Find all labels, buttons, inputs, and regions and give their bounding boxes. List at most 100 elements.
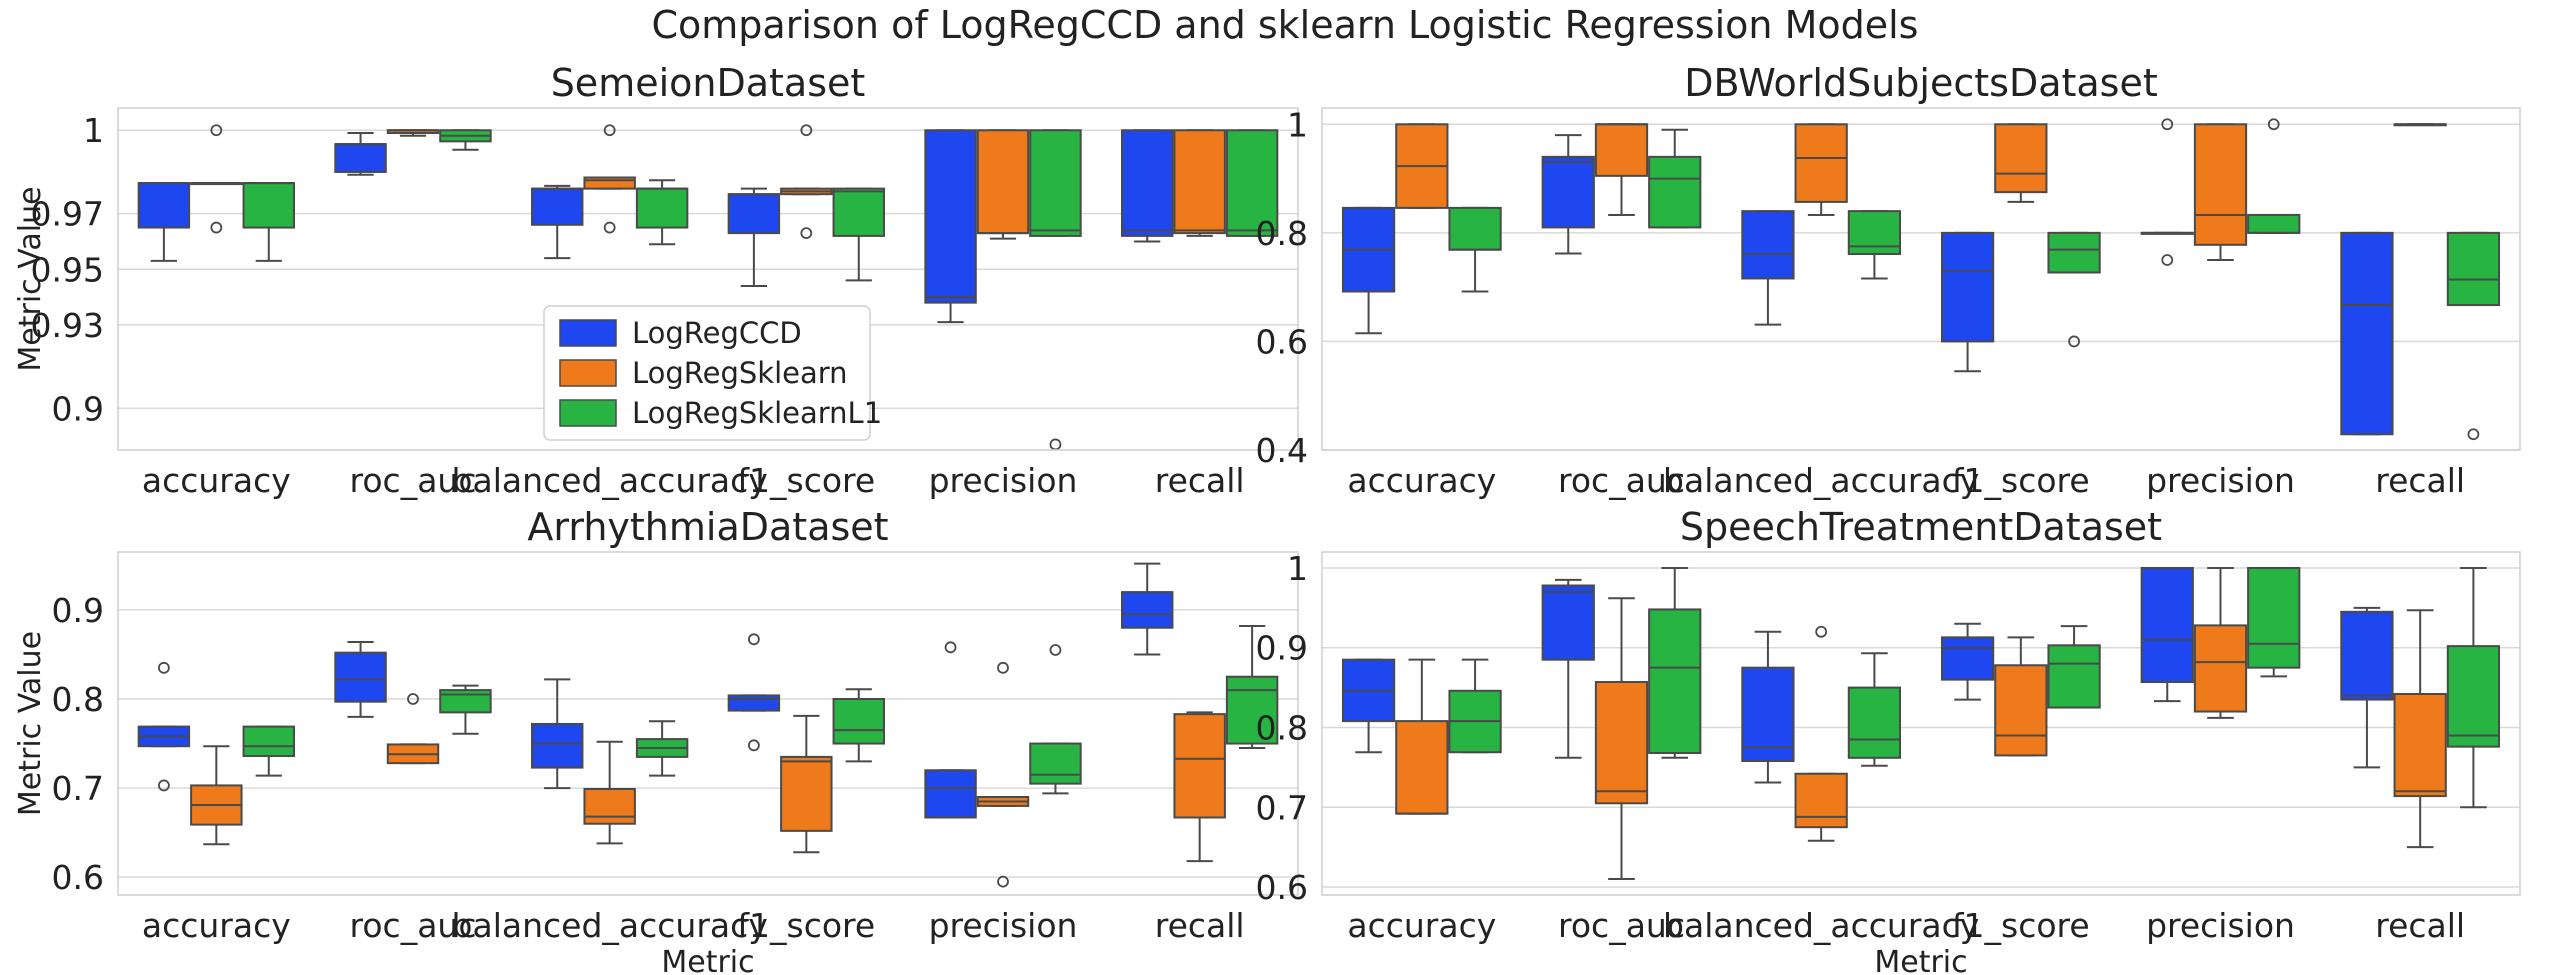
box-body (1940, 636, 1995, 681)
legend-swatch (559, 319, 617, 347)
box-logregccd-f1-score (1940, 231, 1995, 373)
box-body (924, 769, 977, 819)
box-body (832, 187, 885, 237)
box-body (1541, 155, 1595, 229)
box-body (1847, 210, 1902, 256)
box-logregsklearnl1-f1-score (832, 688, 885, 763)
box-logregsklearnl1-f1-score (2047, 625, 2101, 709)
box-logregsklearn-balanced-accuracy (1794, 123, 1848, 216)
panel-title: SemeionDataset (551, 61, 866, 105)
box-body (1225, 675, 1279, 745)
x-tick-label: roc_auc (1558, 906, 1685, 945)
y-tick-label: 1 (1287, 105, 1308, 144)
box-logregsklearnl1-recall (1225, 129, 1279, 237)
box-body (2247, 213, 2301, 234)
box-logregsklearnl1-balanced-accuracy (635, 179, 689, 246)
box-body (976, 129, 1030, 235)
box-body (727, 193, 781, 235)
box-body (1594, 681, 1649, 805)
x-tick-label: balanced_accuracy (1663, 461, 1979, 500)
box-logregsklearn-balanced-accuracy (1794, 625, 1848, 842)
box-logregsklearnl1-balanced-accuracy (1847, 210, 1902, 280)
box-logregsklearn-accuracy (1395, 658, 1449, 815)
box-logregsklearnl1-precision (2247, 118, 2301, 234)
x-tick-label: accuracy (142, 906, 291, 945)
x-tick-label: f1_score (1952, 906, 2090, 945)
box-logregccd-precision (924, 129, 977, 324)
legend-frame (543, 305, 871, 441)
box-logregsklearn-roc-auc (1594, 123, 1649, 216)
panel-background (1322, 108, 2520, 450)
panel-1: 0.9 0.93 0.95 0.97 1 SemeionDataset Metric Val… (13, 61, 1299, 500)
legend-swatch (559, 359, 617, 387)
outlier-point (210, 221, 223, 234)
box-logregsklearn-accuracy (190, 124, 243, 234)
y-tick-label: 0.6 (1256, 322, 1308, 361)
y-tick-label: 0.9 (52, 591, 104, 630)
box-logregsklearn-roc-auc (386, 129, 440, 137)
y-tick-label: 0.97 (31, 195, 104, 234)
box-logregsklearnl1-f1-score (832, 187, 885, 282)
box-logregsklearnl1-precision (1029, 644, 1082, 795)
box-body (242, 725, 295, 758)
box-body (2193, 624, 2248, 713)
box-body (2446, 645, 2501, 748)
outlier-point (1049, 644, 1062, 656)
outlier-point (407, 693, 419, 705)
x-tick-label: roc_auc (350, 461, 477, 500)
box-body (2193, 123, 2248, 246)
panel-frame (117, 107, 1299, 451)
x-tick-label: roc_auc (350, 906, 477, 945)
box-body (1121, 129, 1174, 237)
box-body (1994, 123, 2048, 194)
box-logregsklearn-accuracy (1395, 123, 1449, 209)
box-body (2047, 231, 2101, 274)
box-logregsklearn-f1-score (780, 124, 833, 240)
box-logregccd-balanced-accuracy (531, 678, 584, 790)
box-logregsklearnl1-balanced-accuracy (1847, 652, 1902, 767)
x-tick-label: balanced_accuracy (452, 461, 768, 500)
outlier-point (800, 227, 813, 240)
box-logregsklearnl1-roc-auc (439, 129, 492, 151)
outlier-point (2267, 118, 2280, 131)
x-tick-label: recall (1155, 461, 1245, 500)
box-logregsklearnl1-precision (1029, 129, 1082, 451)
outlier-point (997, 875, 1009, 888)
box-logregsklearn-recall (2393, 609, 2447, 849)
box-body (727, 694, 781, 712)
y-axis-label: Metric Value (13, 186, 48, 371)
box-logregccd-recall (1121, 129, 1174, 243)
box-body (1794, 123, 1848, 203)
box-logregsklearnl1-roc-auc (1648, 128, 1702, 229)
box-logregsklearn-recall (1173, 711, 1226, 863)
box-logregsklearn-precision (976, 661, 1030, 888)
x-tick-label: accuracy (142, 461, 291, 500)
legend-swatch (559, 399, 617, 427)
box-body (1847, 686, 1902, 759)
box-logregsklearn-f1-score (780, 714, 833, 854)
box-body (2047, 644, 2101, 709)
y-tick-label: 1 (1287, 549, 1308, 588)
outlier-point (997, 661, 1009, 674)
x-tick-label: accuracy (1347, 906, 1496, 945)
x-tick-label: precision (929, 906, 1078, 945)
box-logregsklearn-f1-score (1994, 636, 2048, 757)
box-logregsklearnl1-balanced-accuracy (635, 720, 689, 777)
y-tick-label: 1 (83, 111, 104, 150)
box-body (583, 176, 636, 190)
y-tick-label: 0.8 (52, 680, 104, 719)
box-logregsklearn-balanced-accuracy (583, 124, 636, 234)
box-logregsklearnl1-roc-auc (439, 684, 492, 735)
y-tick-label: 0.93 (31, 306, 104, 345)
outlier-point (157, 661, 170, 674)
box-logregccd-recall (1121, 562, 1174, 656)
box-body (1121, 591, 1174, 629)
x-tick-label: f1_score (1952, 461, 2090, 500)
box-body (1648, 155, 1702, 229)
box-logregsklearn-precision (2193, 566, 2248, 719)
box-body (531, 187, 584, 226)
box-body (1741, 210, 1795, 280)
x-tick-label: precision (2146, 906, 2295, 945)
box-logregccd-balanced-accuracy (1741, 630, 1795, 784)
